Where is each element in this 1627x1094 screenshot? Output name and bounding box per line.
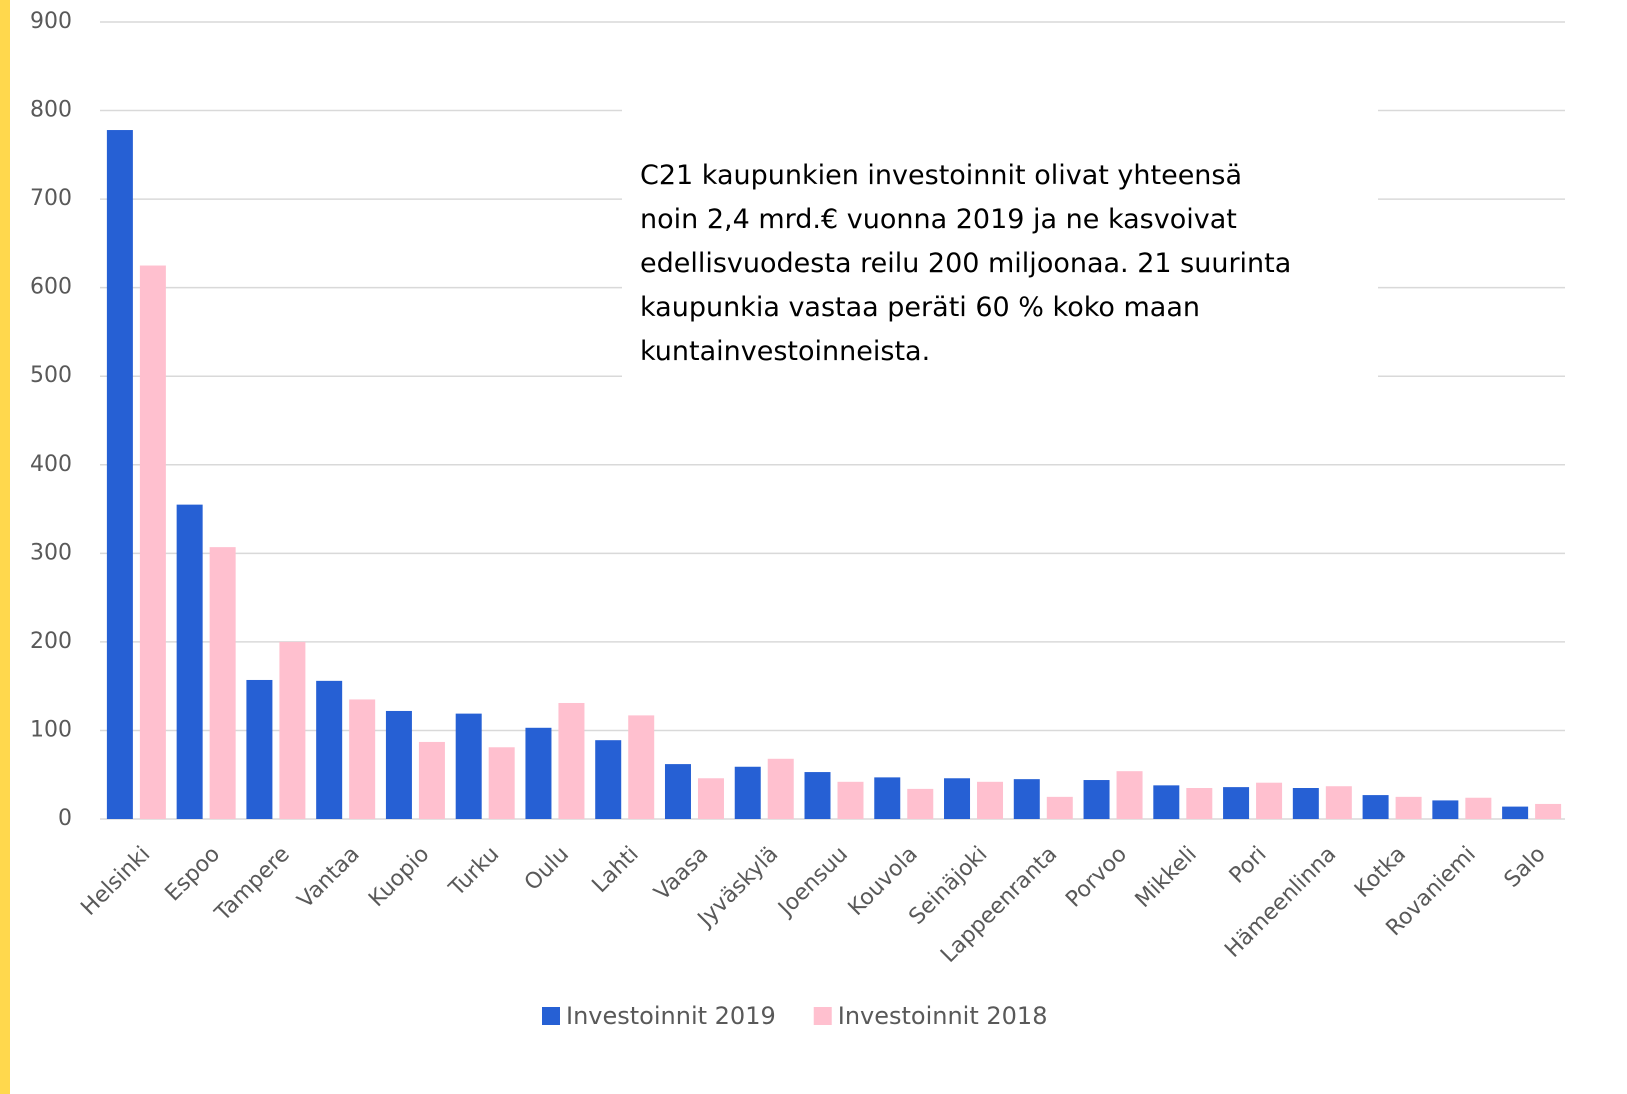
bar bbox=[1395, 796, 1422, 819]
bar bbox=[385, 710, 412, 819]
x-tick-label: Mikkeli bbox=[1131, 842, 1202, 913]
bar bbox=[525, 727, 552, 819]
bar bbox=[1502, 806, 1529, 819]
bar bbox=[1292, 788, 1319, 819]
legend-label: Investoinnit 2018 bbox=[838, 1002, 1048, 1030]
annotation: edellisvuodesta reilu 200 miljoonaa. 21 … bbox=[640, 248, 1291, 279]
y-tick-label: 300 bbox=[30, 540, 72, 565]
bar bbox=[1535, 803, 1562, 819]
bar bbox=[874, 777, 901, 819]
y-tick-label: 400 bbox=[30, 452, 72, 477]
y-tick-label: 800 bbox=[30, 98, 72, 123]
bar bbox=[558, 702, 585, 819]
x-tick-label: Helsinki bbox=[76, 842, 155, 921]
bar bbox=[664, 764, 691, 819]
bar bbox=[1186, 788, 1213, 819]
y-tick-label: 500 bbox=[30, 363, 72, 388]
bar bbox=[1046, 796, 1073, 819]
bar bbox=[1013, 779, 1040, 819]
bar bbox=[595, 740, 622, 819]
legend-swatch bbox=[542, 1007, 560, 1025]
y-tick-label: 200 bbox=[30, 629, 72, 654]
x-tick-label: Vantaa bbox=[293, 842, 365, 914]
bar bbox=[455, 713, 482, 819]
x-tick-label: Oulu bbox=[520, 842, 574, 896]
bar bbox=[1362, 795, 1389, 819]
bar bbox=[837, 781, 864, 819]
bar bbox=[1325, 786, 1352, 819]
bar bbox=[697, 778, 724, 819]
x-tick-label: Salo bbox=[1500, 842, 1551, 893]
annotation: kuntainvestoinneista. bbox=[640, 336, 930, 367]
bar bbox=[279, 641, 306, 819]
x-tick-label: Joensuu bbox=[773, 842, 853, 922]
x-tick-label: Kuopio bbox=[364, 842, 434, 912]
y-tick-label: 600 bbox=[30, 275, 72, 300]
y-tick-label: 0 bbox=[58, 806, 72, 831]
legend-swatch bbox=[813, 1007, 832, 1025]
bar bbox=[1116, 771, 1143, 819]
bar bbox=[1083, 780, 1110, 819]
y-tick-label: 900 bbox=[30, 9, 72, 34]
bar bbox=[246, 679, 273, 819]
bar bbox=[488, 747, 515, 819]
annotation: kaupunkia vastaa peräti 60 % koko maan bbox=[640, 292, 1200, 323]
x-tick-label: Turku bbox=[444, 842, 504, 902]
x-tick-label: Porvoo bbox=[1061, 842, 1132, 913]
bar bbox=[804, 772, 831, 819]
bar bbox=[1223, 787, 1250, 819]
x-tick-label: Pori bbox=[1225, 842, 1272, 889]
bar bbox=[907, 788, 934, 819]
bar bbox=[944, 778, 971, 819]
annotation-box bbox=[622, 100, 1378, 380]
x-tick-label: Lahti bbox=[588, 842, 644, 898]
bar bbox=[977, 781, 1004, 819]
y-tick-label: 700 bbox=[30, 186, 72, 211]
bar bbox=[1153, 785, 1180, 819]
x-tick-label: Kotka bbox=[1350, 842, 1411, 903]
bar bbox=[1256, 782, 1283, 819]
bar bbox=[176, 504, 203, 819]
bar bbox=[767, 758, 794, 819]
x-tick-label: Vaasa bbox=[650, 842, 714, 906]
bar bbox=[418, 741, 445, 819]
annotation: C21 kaupunkien investoinnit olivat yhtee… bbox=[640, 160, 1242, 191]
x-tick-label: Tampere bbox=[210, 842, 295, 927]
bar bbox=[628, 715, 655, 819]
bar bbox=[1465, 797, 1492, 819]
bar bbox=[734, 766, 761, 819]
x-tick-label: Espoo bbox=[161, 842, 226, 907]
bar bbox=[106, 130, 133, 819]
bar bbox=[209, 547, 236, 819]
bar bbox=[139, 265, 166, 819]
annotation: noin 2,4 mrd.€ vuonna 2019 ja ne kasvoiv… bbox=[640, 204, 1237, 235]
bar bbox=[349, 699, 376, 819]
side-strip bbox=[0, 0, 10, 1094]
bar bbox=[316, 680, 343, 819]
bar bbox=[1432, 800, 1459, 819]
y-tick-label: 100 bbox=[30, 717, 72, 742]
legend-label: Investoinnit 2019 bbox=[566, 1002, 776, 1030]
